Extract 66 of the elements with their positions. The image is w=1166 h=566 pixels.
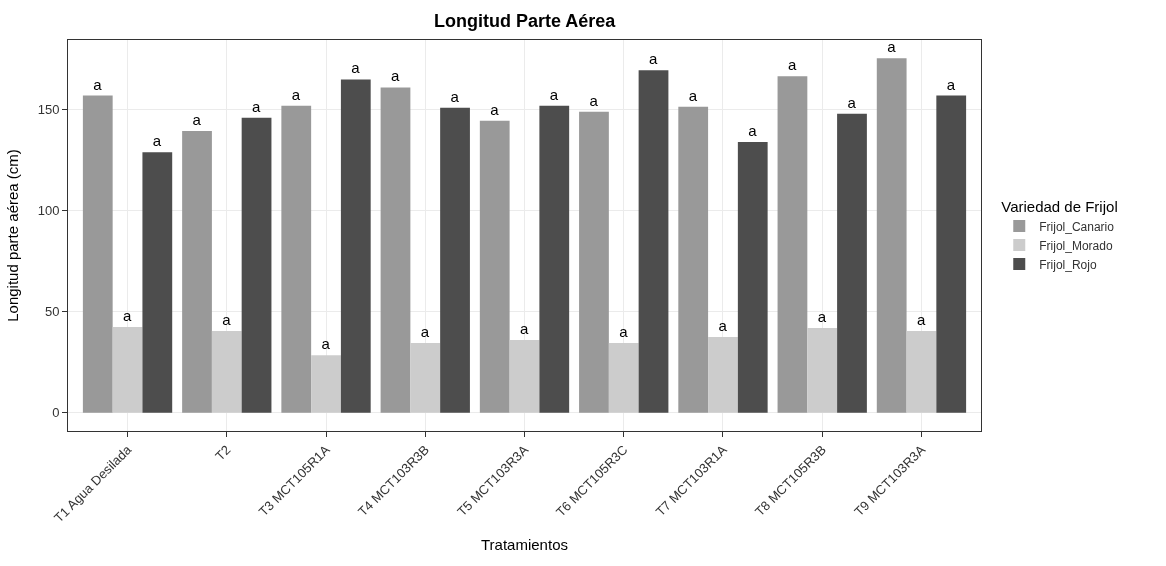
- bar: [311, 355, 341, 413]
- bar: [876, 58, 907, 413]
- data-label: a: [718, 317, 728, 335]
- data-label: a: [817, 307, 827, 325]
- bar: [440, 107, 470, 413]
- bar: [777, 76, 808, 413]
- data-label: a: [222, 310, 232, 328]
- data-label: a: [847, 93, 857, 111]
- data-label: a: [252, 97, 262, 115]
- x-axis-title: Tratamientos: [481, 536, 568, 554]
- data-label: a: [123, 306, 133, 324]
- data-label: a: [589, 91, 599, 109]
- data-label: a: [291, 85, 301, 103]
- data-label: a: [93, 75, 103, 93]
- bar: [241, 117, 272, 413]
- data-label: a: [390, 67, 400, 85]
- legend-label: Frijol_Morado: [1039, 238, 1113, 253]
- bar: [638, 70, 669, 413]
- bar: [380, 87, 411, 413]
- bar: [678, 106, 709, 413]
- y-tick-label: 50: [44, 304, 60, 320]
- bar: [837, 113, 867, 413]
- bar: [936, 95, 967, 413]
- data-label: a: [916, 310, 926, 328]
- data-label: a: [946, 75, 956, 93]
- bar: [807, 327, 838, 413]
- data-label: a: [887, 38, 897, 56]
- bar: [608, 343, 639, 413]
- bar: [410, 343, 441, 413]
- bar: [579, 111, 609, 413]
- y-tick-label: 0: [52, 405, 60, 421]
- data-label: a: [688, 86, 698, 104]
- data-label: a: [619, 323, 629, 341]
- y-tick-label: 100: [37, 203, 60, 219]
- bar: [509, 340, 540, 413]
- bar: [211, 330, 242, 413]
- bar: [142, 152, 173, 413]
- bar: [479, 120, 510, 413]
- chart-title: Longitud Parte Aérea: [434, 10, 617, 31]
- bar: [708, 337, 738, 413]
- data-label: a: [549, 85, 559, 103]
- legend-title: Variedad de Frijol: [1001, 197, 1118, 215]
- bar: [182, 130, 212, 413]
- data-label: a: [748, 122, 758, 140]
- data-label: a: [490, 100, 500, 118]
- data-label: a: [649, 50, 659, 68]
- bar: [340, 79, 371, 413]
- bar: [281, 105, 312, 413]
- legend-label: Frijol_Canario: [1039, 219, 1115, 234]
- data-label: a: [787, 56, 797, 74]
- data-label: a: [520, 320, 529, 338]
- bar: [906, 330, 937, 413]
- bar: [539, 105, 570, 413]
- data-label: a: [321, 335, 331, 353]
- x-tick-label: T2: [212, 442, 234, 464]
- y-axis-title: Longitud parte aérea (cm): [3, 149, 21, 322]
- bar: [112, 326, 143, 413]
- legend-label: Frijol_Rojo: [1039, 257, 1097, 272]
- bar: [82, 95, 113, 413]
- data-label: a: [351, 59, 361, 77]
- data-label: a: [420, 323, 430, 341]
- data-label: a: [450, 87, 460, 105]
- y-tick-label: 150: [37, 102, 60, 118]
- data-label: a: [152, 132, 162, 150]
- data-label: a: [192, 110, 202, 128]
- bar: [737, 142, 768, 413]
